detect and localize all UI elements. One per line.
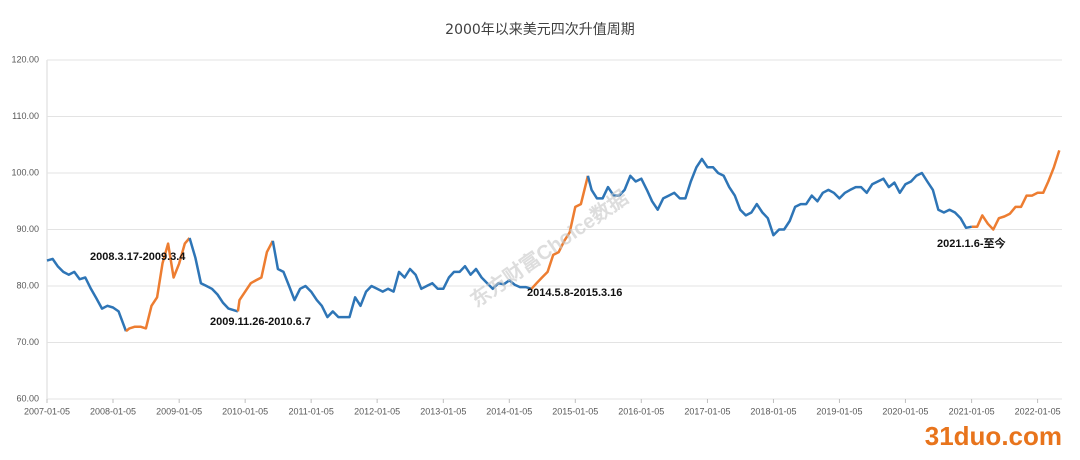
annotation: 2021.1.6-至今	[937, 236, 1006, 250]
y-tick-label: 110.00	[12, 111, 39, 121]
y-tick-label: 120.00	[11, 54, 39, 64]
x-tick-label: 2017-01-05	[684, 406, 730, 416]
x-tick-label: 2018-01-05	[750, 406, 796, 416]
x-tick-label: 2007-01-05	[24, 406, 70, 416]
x-tick-label: 2022-01-05	[1015, 406, 1061, 416]
annotation: 2009.11.26-2010.6.7	[210, 316, 311, 328]
series-line	[188, 237, 239, 313]
chart-title: 2000年以来美元四次升值周期	[445, 22, 635, 38]
series-line	[125, 237, 191, 333]
y-tick-label: 90.00	[16, 224, 39, 234]
x-tick-label: 2009-01-05	[156, 406, 202, 416]
series-line	[46, 257, 128, 332]
x-tick-label: 2012-01-05	[354, 406, 400, 416]
x-tick-label: 2008-01-05	[90, 406, 136, 416]
annotation: 2008.3.17-2009.3.4	[90, 251, 186, 263]
series-line	[530, 175, 590, 290]
series-line	[271, 240, 532, 319]
series-line	[236, 240, 274, 312]
x-tick-label: 2010-01-05	[222, 406, 268, 416]
y-tick-label: 60.00	[16, 393, 39, 403]
x-tick-label: 2019-01-05	[816, 406, 862, 416]
x-tick-label: 2016-01-05	[618, 406, 664, 416]
x-tick-label: 2011-01-05	[288, 406, 333, 416]
watermark: 31duo.com	[925, 421, 1062, 451]
annotation: 2014.5.8-2015.3.16	[527, 287, 622, 299]
series-line	[586, 157, 973, 237]
x-tick-label: 2013-01-05	[420, 406, 466, 416]
x-tick-label: 2020-01-05	[882, 406, 928, 416]
x-tick-label: 2021-01-05	[949, 406, 995, 416]
y-tick-label: 80.00	[16, 280, 39, 290]
y-tick-label: 70.00	[16, 337, 39, 347]
x-tick-label: 2015-01-05	[552, 406, 598, 416]
y-tick-label: 100.00	[11, 167, 39, 177]
x-tick-label: 2014-01-05	[486, 406, 532, 416]
series-line	[971, 150, 1061, 231]
